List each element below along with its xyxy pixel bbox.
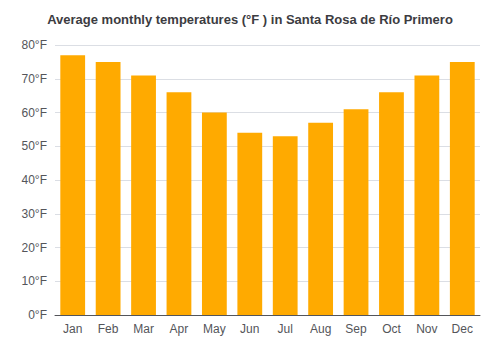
svg-text:80°F: 80°F	[22, 38, 47, 52]
svg-text:Mar: Mar	[133, 322, 154, 336]
svg-text:May: May	[203, 322, 226, 336]
svg-text:0°F: 0°F	[28, 308, 47, 322]
svg-text:Oct: Oct	[382, 322, 401, 336]
svg-text:70°F: 70°F	[22, 72, 47, 86]
svg-text:20°F: 20°F	[22, 241, 47, 255]
svg-text:10°F: 10°F	[22, 274, 47, 288]
svg-text:50°F: 50°F	[22, 139, 47, 153]
svg-text:30°F: 30°F	[22, 207, 47, 221]
svg-text:Sep: Sep	[345, 322, 367, 336]
svg-text:Dec: Dec	[452, 322, 473, 336]
svg-text:Jun: Jun	[240, 322, 259, 336]
svg-text:Nov: Nov	[416, 322, 437, 336]
svg-text:Jan: Jan	[63, 322, 82, 336]
svg-text:Jul: Jul	[278, 322, 293, 336]
svg-text:Apr: Apr	[170, 322, 189, 336]
svg-text:Feb: Feb	[98, 322, 119, 336]
svg-text:40°F: 40°F	[22, 173, 47, 187]
svg-text:60°F: 60°F	[22, 106, 47, 120]
svg-text:Average monthly temperatures (: Average monthly temperatures (°F ) in Sa…	[47, 12, 453, 27]
svg-text:Aug: Aug	[310, 322, 331, 336]
